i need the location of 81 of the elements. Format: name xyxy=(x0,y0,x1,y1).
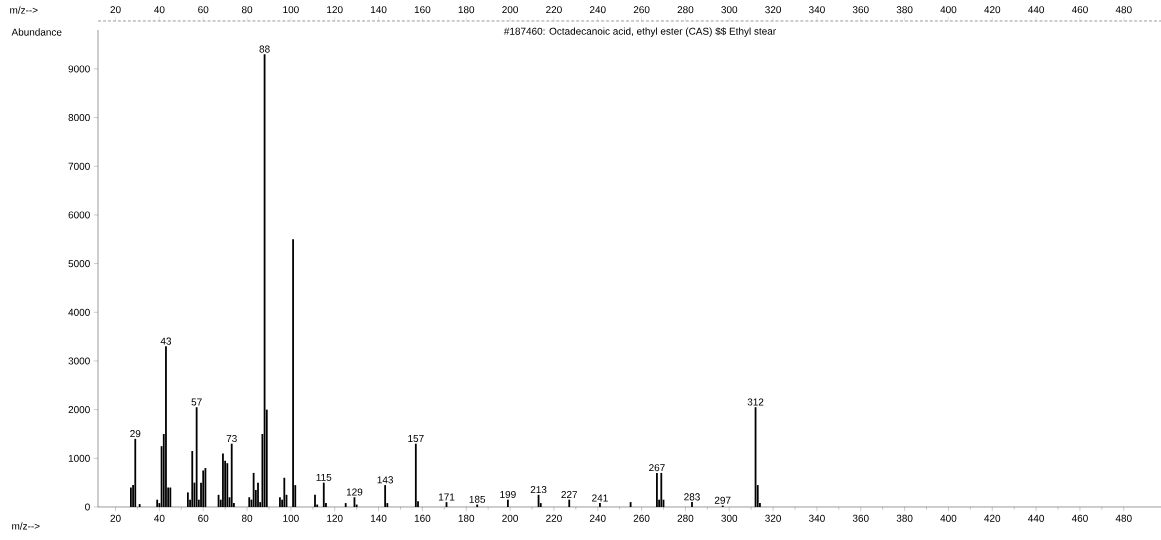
x2-tick-label: 80 xyxy=(241,6,253,14)
x2-tick-label: 280 xyxy=(677,6,694,14)
y-tick-label: 5000 xyxy=(68,260,90,268)
x-tick-label: 380 xyxy=(896,514,913,522)
annotation: 185 xyxy=(469,495,486,503)
x-tick-label: 420 xyxy=(984,514,1001,522)
annotation: 297 xyxy=(714,496,731,504)
x2-axis-title: m/z--> xyxy=(10,6,38,14)
x2-tick-label: 420 xyxy=(984,6,1001,14)
annotation: 312 xyxy=(747,398,764,406)
x-tick-label: 280 xyxy=(677,514,694,522)
x2-tick-label: 100 xyxy=(283,6,299,14)
x2-tick-label: 460 xyxy=(1071,6,1088,14)
annotation: 115 xyxy=(316,474,332,481)
x-tick-label: 140 xyxy=(371,514,387,522)
annotation: 227 xyxy=(561,491,578,498)
annotation: 88 xyxy=(259,45,270,53)
annotation: 73 xyxy=(226,434,237,443)
x-tick-label: 180 xyxy=(458,514,475,522)
y-tick-label: 0 xyxy=(85,503,90,511)
x2-tick-label: 360 xyxy=(852,6,869,14)
x2-tick-label: 440 xyxy=(1028,6,1045,14)
x2-tick-label: 260 xyxy=(633,6,650,14)
y-tick-label: 9000 xyxy=(68,65,90,73)
x-tick-label: 240 xyxy=(589,514,606,522)
annotation: 143 xyxy=(377,476,394,484)
x2-tick-label: 480 xyxy=(1115,6,1132,14)
annotation: 29 xyxy=(130,430,141,438)
x2-tick-label: 220 xyxy=(546,6,562,14)
x-tick-label: 460 xyxy=(1071,514,1088,522)
x-tick-label: 100 xyxy=(283,514,299,522)
x-tick-label: 40 xyxy=(154,514,165,522)
x-tick-label: 260 xyxy=(633,514,650,522)
y-tick-label: 8000 xyxy=(68,114,90,122)
x2-tick-label: 400 xyxy=(940,6,957,14)
x-tick-label: 120 xyxy=(327,514,343,522)
x-tick-label: 300 xyxy=(721,514,738,522)
x-tick-label: 360 xyxy=(852,514,869,522)
x2-tick-label: 320 xyxy=(765,6,782,14)
y-axis-title: Abundance xyxy=(11,28,62,36)
x2-tick-label: 40 xyxy=(154,6,165,14)
y-tick-label: 2000 xyxy=(68,406,90,414)
annotation: 241 xyxy=(592,494,608,502)
x-tick-label: 80 xyxy=(241,514,253,522)
x-tick-label: 200 xyxy=(502,514,518,522)
chart-title: #187460: Octadecanoic acid, ethyl ester (CAS) $$ Ethyl stear xyxy=(503,27,776,37)
annotation: 171 xyxy=(438,493,455,501)
y-tick-label: 1000 xyxy=(68,454,90,462)
x2-tick-label: 140 xyxy=(371,6,387,14)
x2-tick-label: 20 xyxy=(110,6,121,14)
annotation: 199 xyxy=(500,490,516,498)
y-tick-label: 4000 xyxy=(68,308,90,316)
annotation: 267 xyxy=(649,464,665,472)
x-axis-title: m/z--> xyxy=(12,522,40,530)
x-tick-label: 160 xyxy=(414,514,431,522)
y-tick-label: 3000 xyxy=(68,357,90,365)
annotation: 213 xyxy=(530,486,547,494)
x-tick-label: 220 xyxy=(546,514,562,522)
x2-tick-label: 120 xyxy=(327,6,343,14)
x2-tick-label: 200 xyxy=(502,6,518,14)
x-tick-label: 480 xyxy=(1115,514,1132,522)
annotation: 283 xyxy=(684,493,700,501)
x2-tick-label: 60 xyxy=(198,6,209,14)
y-tick-label: 7000 xyxy=(68,162,90,170)
x-tick-label: 340 xyxy=(808,514,825,522)
annotation: 157 xyxy=(408,435,424,443)
annotation: 129 xyxy=(346,488,363,496)
annotation: 43 xyxy=(160,337,172,345)
y-tick-label: 6000 xyxy=(68,211,90,219)
x-tick-label: 400 xyxy=(940,514,957,522)
x-tick-label: 20 xyxy=(110,514,121,522)
x2-tick-label: 380 xyxy=(896,6,913,14)
annotation: 57 xyxy=(191,398,202,406)
x2-tick-label: 340 xyxy=(808,6,825,14)
x2-tick-label: 240 xyxy=(589,6,606,14)
x-tick-label: 60 xyxy=(198,514,209,522)
x2-tick-label: 300 xyxy=(721,6,738,14)
x-tick-label: 440 xyxy=(1028,514,1045,522)
x-tick-label: 320 xyxy=(765,514,782,522)
x2-tick-label: 180 xyxy=(458,6,475,14)
x2-tick-label: 160 xyxy=(414,6,431,14)
